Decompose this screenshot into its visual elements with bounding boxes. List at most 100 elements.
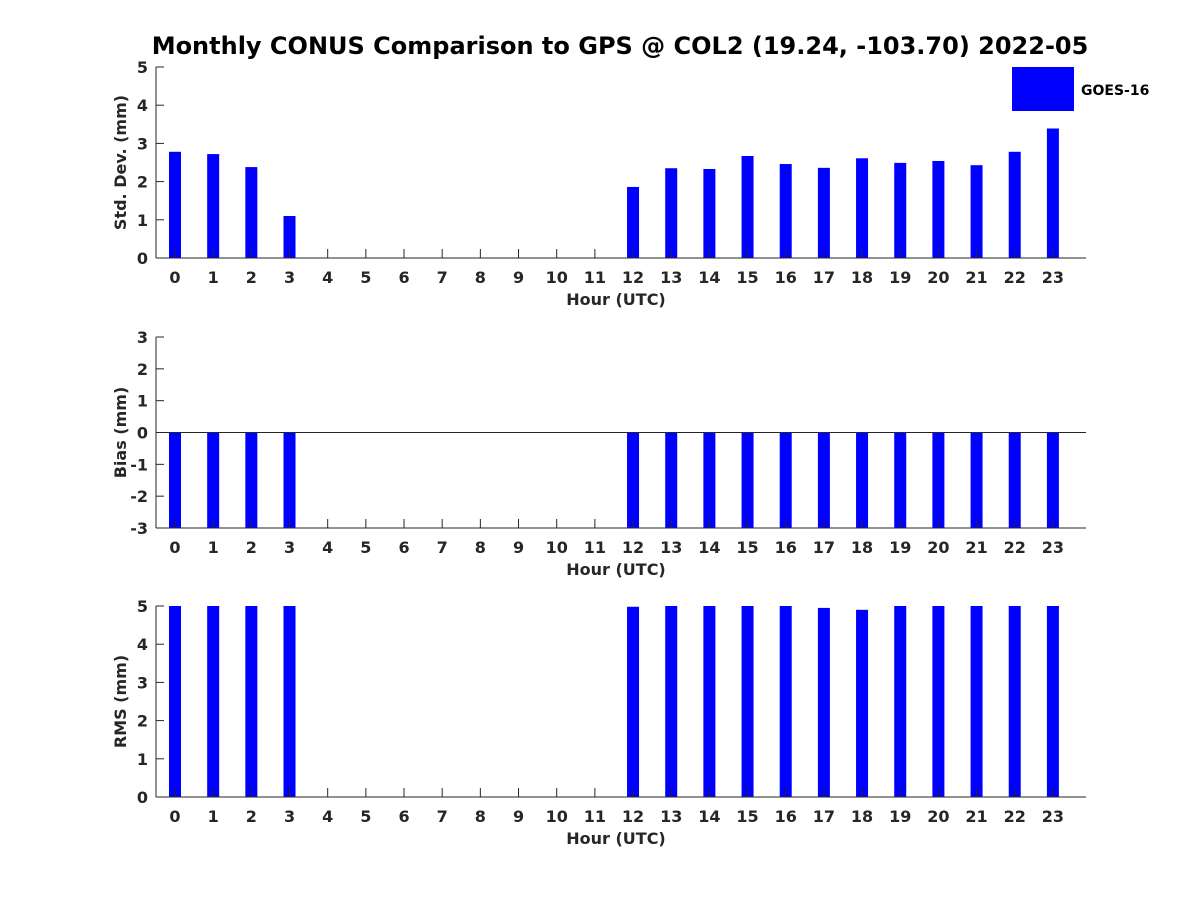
std-dev-x-axis-label: Hour (UTC) [566,290,666,309]
rms-bar-hour-2 [245,606,258,797]
bias-y-tick-label: 3 [137,328,148,347]
std-dev-x-tick-label: 2 [246,268,257,287]
std-dev-y-tick-label: 1 [137,211,148,230]
bias-x-tick-label: 4 [322,538,333,557]
legend-swatch-goes-16 [1012,67,1074,111]
std-dev-x-tick-label: 15 [736,268,758,287]
rms-x-tick-label: 7 [437,807,448,826]
bias-x-tick-label: 7 [437,538,448,557]
bias-x-tick-label: 14 [698,538,720,557]
bias-x-tick-label: 21 [965,538,987,557]
bias-x-tick-label: 16 [775,538,797,557]
rms-x-tick-label: 0 [169,807,180,826]
rms-x-tick-label: 16 [775,807,797,826]
rms-x-tick-label: 22 [1004,807,1026,826]
std-dev-x-tick-label: 10 [546,268,568,287]
bias-y-tick-label: 0 [137,424,148,443]
bias-bar-hour-2 [245,432,258,528]
bias-x-tick-label: 23 [1042,538,1064,557]
legend: GOES-16 [1012,67,1149,111]
std-dev-bar-hour-23 [1046,128,1059,258]
bias-bar-hour-17 [817,432,830,528]
rms-y-tick-label: 2 [137,712,148,731]
rms-x-tick-label: 18 [851,807,873,826]
std-dev-bar-hour-15 [741,156,754,258]
std-dev-x-tick-label: 13 [660,268,682,287]
bias-bar-hour-20 [932,432,945,528]
std-dev-x-tick-label: 8 [475,268,486,287]
std-dev-bar-hour-3 [283,215,296,258]
bias-x-tick-label: 8 [475,538,486,557]
std-dev-x-tick-label: 11 [584,268,606,287]
bias-bar-hour-14 [703,432,716,528]
rms-bar-hour-20 [932,606,945,797]
bias-x-tick-label: 19 [889,538,911,557]
rms-x-tick-label: 15 [736,807,758,826]
chart-title: Monthly CONUS Comparison to GPS @ COL2 (… [152,32,1089,60]
bias-bar-hour-16 [779,432,792,528]
rms-bar-hour-0 [169,606,181,797]
rms-x-tick-label: 9 [513,807,524,826]
rms-bar-hour-23 [1046,606,1059,797]
std-dev-y-tick-label: 5 [137,58,148,77]
legend-label-goes-16: GOES-16 [1081,83,1149,99]
bias-y-tick-label: -2 [130,487,148,506]
rms-x-tick-label: 20 [927,807,949,826]
std-dev-x-tick-label: 0 [169,268,180,287]
std-dev-x-tick-label: 21 [965,268,987,287]
rms-x-tick-label: 5 [360,807,371,826]
bias-x-tick-label: 15 [736,538,758,557]
bias-bar-hour-0 [169,432,181,528]
std-dev-x-tick-label: 14 [698,268,720,287]
bias-bar-hour-3 [283,432,296,528]
std-dev-x-tick-label: 6 [398,268,409,287]
rms-bar-hour-16 [779,606,792,797]
bias-x-tick-label: 12 [622,538,644,557]
rms-x-tick-label: 17 [813,807,835,826]
std-dev-bar-hour-13 [665,168,678,258]
rms-x-tick-label: 19 [889,807,911,826]
rms-x-tick-label: 4 [322,807,333,826]
bias-x-tick-label: 17 [813,538,835,557]
rms-bar-hour-19 [894,606,907,797]
std-dev-x-tick-label: 5 [360,268,371,287]
rms-bar-hour-13 [665,606,678,797]
bias-bar-hour-12 [627,432,640,528]
bias-x-tick-label: 18 [851,538,873,557]
rms-x-tick-label: 1 [208,807,219,826]
rms-bar-hour-22 [1008,606,1021,797]
std-dev-x-tick-label: 22 [1004,268,1026,287]
bias-bar-hour-19 [894,432,907,528]
rms-y-tick-label: 5 [137,597,148,616]
std-dev-x-tick-label: 12 [622,268,644,287]
std-dev-x-tick-label: 4 [322,268,333,287]
bias-x-axis-label: Hour (UTC) [566,560,666,579]
std-dev-x-tick-label: 18 [851,268,873,287]
std-dev-bar-hour-1 [207,154,220,258]
bias-x-tick-label: 1 [208,538,219,557]
bias-x-tick-label: 5 [360,538,371,557]
bias-bar-hour-18 [856,432,869,528]
rms-bar-hour-3 [283,606,296,797]
bias-x-tick-label: 0 [169,538,180,557]
std-dev-x-tick-label: 3 [284,268,295,287]
std-dev-y-tick-label: 0 [137,249,148,268]
std-dev-x-tick-label: 23 [1042,268,1064,287]
std-dev-bar-hour-0 [169,151,181,258]
std-dev-bar-hour-19 [894,162,907,258]
rms-bar-hour-12 [627,606,640,797]
rms-y-tick-label: 4 [137,635,148,654]
std-dev-bar-hour-22 [1008,151,1021,258]
rms-x-tick-label: 3 [284,807,295,826]
rms-bar-hour-1 [207,606,220,797]
std-dev-x-tick-label: 16 [775,268,797,287]
rms-x-tick-label: 21 [965,807,987,826]
std-dev-y-tick-label: 3 [137,134,148,153]
std-dev-x-tick-label: 20 [927,268,949,287]
bias-y-tick-label: -3 [130,519,148,538]
std-dev-x-tick-label: 17 [813,268,835,287]
